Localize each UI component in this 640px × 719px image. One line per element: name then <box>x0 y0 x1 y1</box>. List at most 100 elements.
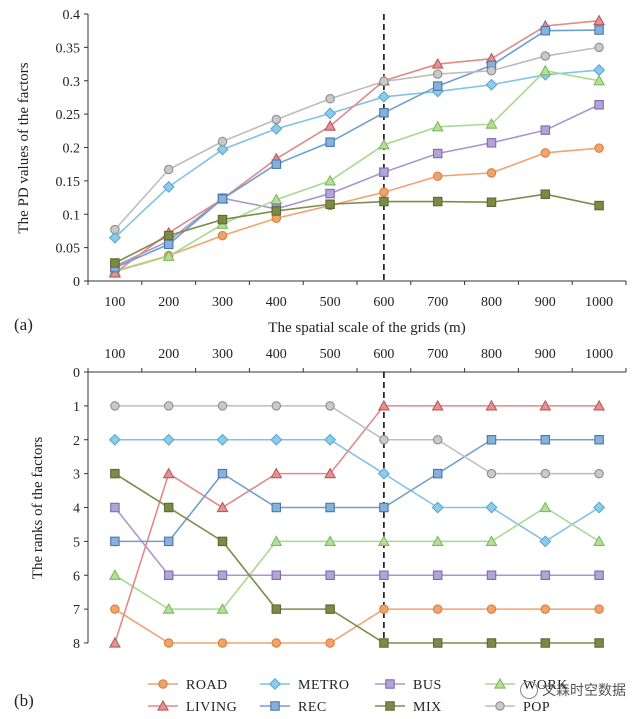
x-tick-label: 300 <box>212 347 233 362</box>
data-point <box>540 25 551 36</box>
data-point <box>163 164 174 175</box>
legend-marker <box>268 677 282 691</box>
data-point <box>485 501 498 514</box>
y-axis-label: The ranks of the factors <box>30 437 46 580</box>
data-point <box>271 638 282 648</box>
series-rec <box>110 434 604 547</box>
data-point <box>108 231 121 244</box>
data-point <box>162 467 175 479</box>
data-point <box>271 114 282 125</box>
data-point <box>217 230 228 241</box>
data-point <box>540 125 551 135</box>
data-point <box>110 401 120 411</box>
data-point <box>271 502 282 513</box>
data-point <box>110 258 120 268</box>
data-point <box>540 51 551 61</box>
wechat-icon <box>520 681 538 699</box>
series-line <box>114 405 600 644</box>
data-point <box>110 536 120 547</box>
data-point <box>217 214 228 225</box>
data-point <box>593 535 606 546</box>
series-line <box>114 472 600 644</box>
legend-label: LIVING <box>186 700 237 715</box>
data-point <box>539 399 552 411</box>
data-point <box>379 108 389 118</box>
data-point <box>271 604 282 614</box>
series-line <box>114 438 600 543</box>
data-point <box>324 433 337 446</box>
series-line <box>114 193 600 264</box>
data-point <box>270 193 283 205</box>
data-point <box>594 42 604 53</box>
data-point <box>216 501 229 513</box>
data-point <box>324 535 337 546</box>
data-point <box>162 602 175 614</box>
y-tick-label: 7 <box>73 603 80 618</box>
x-tick-label: 600 <box>373 347 394 362</box>
series-metro <box>108 64 606 244</box>
x-tick-label: 400 <box>266 295 287 310</box>
data-point <box>431 501 444 514</box>
chart-panel-a: 0 0.05 0.1 0.15 0.2 0.25 0.3 0.35 0.4 100 200 300 40… <box>14 8 627 336</box>
y-tick-label: 5 <box>73 535 80 550</box>
data-point <box>431 535 444 546</box>
data-point <box>485 117 498 129</box>
data-point <box>432 638 443 648</box>
legend-marker <box>157 699 169 711</box>
series-line <box>114 19 600 274</box>
data-point <box>593 14 606 26</box>
data-point <box>432 196 443 207</box>
series-living <box>108 14 606 278</box>
data-point <box>325 137 335 147</box>
data-point <box>325 570 335 580</box>
data-point <box>110 502 120 513</box>
data-point <box>379 434 389 445</box>
data-point <box>163 239 174 250</box>
data-point <box>593 399 606 411</box>
x-tick-label: 800 <box>481 295 502 310</box>
data-point <box>540 468 551 479</box>
data-point <box>593 74 606 86</box>
series-work <box>108 64 606 277</box>
data-point <box>485 535 498 546</box>
data-point <box>379 570 389 580</box>
y-tick-label: 6 <box>73 569 80 584</box>
data-point <box>540 638 551 648</box>
data-point <box>377 467 390 480</box>
data-point <box>162 250 175 261</box>
data-point <box>217 536 228 547</box>
legend-marker <box>385 701 395 711</box>
series-mix <box>110 468 604 648</box>
data-point <box>485 78 498 91</box>
data-point <box>379 196 389 207</box>
data-point <box>271 206 282 216</box>
data-point <box>108 636 121 648</box>
data-point <box>377 399 390 411</box>
x-tick-label: 900 <box>535 295 556 310</box>
series-line <box>114 405 600 475</box>
data-point <box>217 570 228 580</box>
data-point <box>324 119 337 131</box>
data-point <box>271 570 282 580</box>
x-tick-label: 600 <box>373 295 394 310</box>
data-point <box>379 502 389 513</box>
series-line <box>114 438 600 543</box>
data-point <box>216 433 229 446</box>
data-point <box>163 638 174 648</box>
legend-marker <box>158 679 168 689</box>
y-tick-label: 3 <box>73 468 80 483</box>
series-bus <box>110 502 604 580</box>
series-line <box>114 507 600 577</box>
data-point <box>324 174 337 186</box>
data-point <box>594 638 604 648</box>
data-point <box>432 570 443 580</box>
data-point <box>379 167 389 177</box>
data-point <box>324 467 337 479</box>
data-point <box>594 604 604 614</box>
y-tick-label: 0 <box>73 275 80 290</box>
data-point <box>270 122 283 135</box>
x-tick-label: 200 <box>158 347 179 362</box>
x-tick-label: 800 <box>481 347 502 362</box>
data-point <box>325 604 335 614</box>
data-point <box>108 266 121 278</box>
